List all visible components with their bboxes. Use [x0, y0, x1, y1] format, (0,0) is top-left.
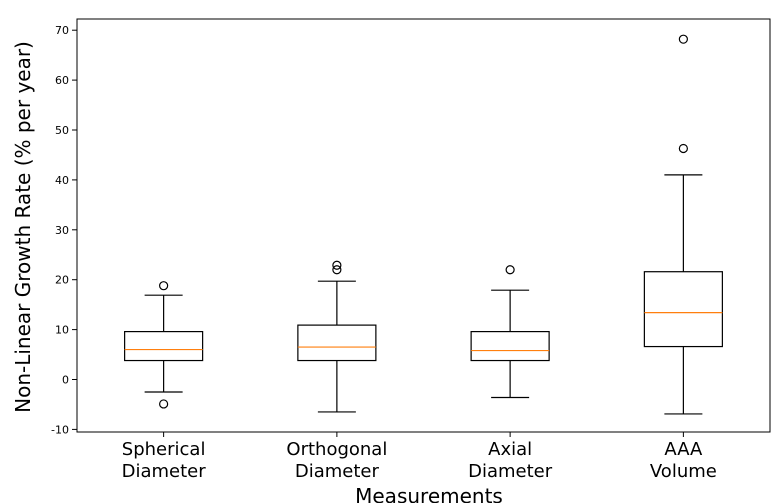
outlier-point	[332, 265, 342, 275]
x-tick-label: AAA	[664, 439, 703, 460]
plot-frame	[76, 18, 771, 433]
y-tick-label: 10	[55, 324, 69, 337]
y-axis-ticks: -10 0 10 20 30 40 50 60 70	[51, 24, 77, 436]
y-tick-label: 60	[55, 74, 69, 87]
x-tick-label: Diameter	[295, 461, 380, 482]
box-group	[643, 34, 723, 415]
box-group	[124, 281, 204, 409]
y-tick-label: 40	[55, 174, 69, 187]
outlier-point	[159, 281, 169, 291]
boxes	[124, 34, 723, 415]
x-tick-label: Spherical	[122, 439, 206, 460]
outlier-point	[332, 260, 342, 270]
outlier-point	[159, 399, 169, 409]
y-tick-label: -10	[51, 423, 69, 436]
x-tick-label: Orthogonal	[286, 439, 387, 460]
x-axis-title: Measurements	[355, 484, 503, 503]
y-axis-title: Non-Linear Growth Rate (% per year)	[11, 41, 35, 413]
plot-area	[76, 18, 771, 433]
box-group	[297, 260, 377, 413]
y-tick-label: 20	[55, 274, 69, 287]
x-tick-label: Diameter	[468, 461, 553, 482]
y-tick-label: 30	[55, 224, 69, 237]
y-tick-label: 70	[55, 24, 69, 37]
y-tick-label: 50	[55, 124, 69, 137]
y-tick-label: 0	[62, 374, 69, 387]
outlier-point	[678, 34, 688, 44]
iqr-box	[643, 271, 723, 348]
x-axis-ticks: SphericalDiameterOrthogonalDiameterAxial…	[122, 432, 717, 482]
box-group	[470, 265, 550, 399]
x-tick-label: Volume	[650, 461, 717, 482]
outlier-point	[505, 265, 515, 275]
iqr-box	[124, 330, 204, 362]
x-tick-label: Axial	[488, 439, 532, 460]
iqr-box	[470, 330, 550, 362]
outlier-point	[678, 143, 688, 154]
x-tick-label: Diameter	[122, 461, 207, 482]
iqr-box	[297, 324, 377, 362]
